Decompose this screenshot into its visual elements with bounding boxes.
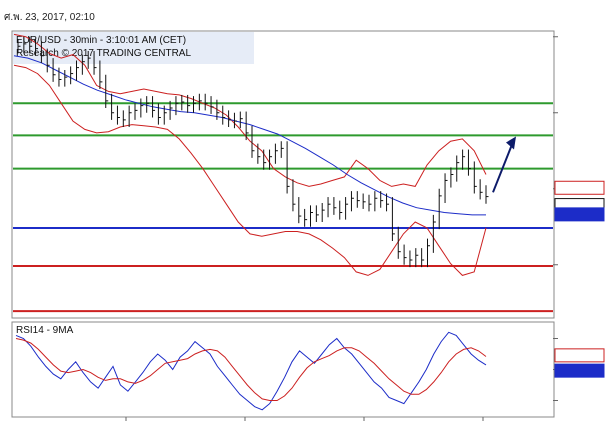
price-tags xyxy=(554,180,605,378)
bollinger-upper-line xyxy=(13,33,487,187)
chart-title: EUR/USD - 30min - 3:10:01 AM (CET) xyxy=(16,35,186,46)
chart-source: Research © 2017 TRADING CENTRAL xyxy=(16,48,191,59)
forecast-arrow-head xyxy=(506,136,516,150)
bollinger-bands xyxy=(13,33,487,276)
value-tag-box xyxy=(554,363,605,378)
price-bars xyxy=(17,36,489,268)
bollinger-lower-line xyxy=(13,64,487,276)
level-lines xyxy=(13,102,553,313)
rsi-line xyxy=(15,331,487,411)
value-tag-box xyxy=(554,180,605,195)
rsi-lines xyxy=(15,331,487,411)
rsi-panel xyxy=(11,321,555,418)
moving-average xyxy=(13,55,486,216)
rsi-ma-line xyxy=(15,338,487,401)
value-tag-box xyxy=(554,348,605,363)
moving-average-line xyxy=(13,55,486,216)
rsi-title: RSI14 - 9MA xyxy=(16,325,74,336)
price-panel xyxy=(11,30,555,319)
forecast-arrow xyxy=(492,136,516,193)
datetime-label: ศ.พ. 23, 2017, 02:10 xyxy=(4,12,95,23)
value-tag-box xyxy=(554,207,605,222)
forecast-arrow-shaft xyxy=(492,144,513,193)
datetime-bar: ศ.พ. 23, 2017, 02:10 xyxy=(0,0,614,24)
